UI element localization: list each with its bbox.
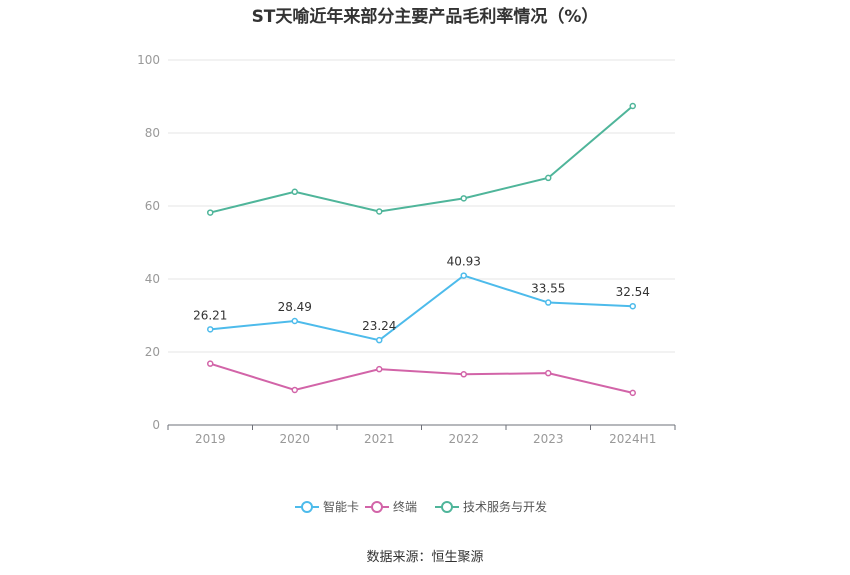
data-point <box>207 326 214 333</box>
data-point <box>291 188 298 196</box>
data-label: 23.24 <box>362 319 396 333</box>
legend-item: 智能卡 <box>295 499 359 514</box>
chart-title: ST天喻近年来部分主要产品毛利率情况（%） <box>251 7 599 27</box>
legend-swatch-marker <box>441 501 453 513</box>
data-point <box>460 371 467 378</box>
data-point <box>460 272 467 279</box>
y-tick-label: 60 <box>145 199 160 213</box>
x-tick-label: 2021 <box>364 432 395 446</box>
legend-label: 终端 <box>393 499 417 514</box>
axes: 0 20 40 60 80 100 2019 2020 2021 2022 2023 2024H1 <box>137 53 676 446</box>
data-label: 32.54 <box>616 285 650 299</box>
source-note: 数据来源：恒生聚源 <box>366 550 484 565</box>
data-point <box>629 389 636 397</box>
x-tick-label: 2022 <box>448 432 479 446</box>
data-point <box>376 208 383 215</box>
data-point <box>207 360 214 367</box>
data-point <box>460 195 467 202</box>
data-point <box>376 336 383 344</box>
data-point <box>545 299 552 306</box>
data-point <box>545 369 552 377</box>
data-point <box>291 317 298 325</box>
data-point <box>629 102 636 110</box>
data-label: 40.93 <box>447 255 481 269</box>
data-labels: 26.21 28.49 23.24 40.93 33.55 32.54 <box>193 255 650 334</box>
y-tick-label: 100 <box>137 53 160 67</box>
legend-label: 智能卡 <box>323 499 359 514</box>
data-label: 26.21 <box>193 308 227 322</box>
series-line-2 <box>210 105 634 214</box>
x-tick-label: 2024H1 <box>609 432 656 446</box>
legend: 智能卡 终端 技术服务与开发 <box>295 499 547 514</box>
y-tick-label: 20 <box>145 345 160 359</box>
y-tick-label: 40 <box>145 272 160 286</box>
series-line-0 <box>210 274 633 342</box>
legend-swatch-marker <box>301 501 313 513</box>
data-label: 28.49 <box>278 300 312 314</box>
y-tick-label: 0 <box>152 418 160 432</box>
legend-label: 技术服务与开发 <box>463 499 547 514</box>
data-point <box>376 365 383 373</box>
series-line-1 <box>209 362 633 394</box>
data-label: 33.55 <box>531 282 565 296</box>
legend-swatch-marker <box>371 501 383 513</box>
grid-lines <box>168 59 675 353</box>
data-point <box>291 386 298 394</box>
x-tick-label: 2019 <box>195 432 226 446</box>
data-point <box>545 174 552 182</box>
series-group <box>207 102 636 397</box>
x-tick-label: 2020 <box>279 432 310 446</box>
legend-item: 终端 <box>365 499 417 514</box>
data-point <box>629 302 636 310</box>
legend-item: 技术服务与开发 <box>435 499 547 514</box>
y-tick-label: 80 <box>145 126 160 140</box>
x-tick-label: 2023 <box>533 432 564 446</box>
data-point <box>207 209 214 216</box>
